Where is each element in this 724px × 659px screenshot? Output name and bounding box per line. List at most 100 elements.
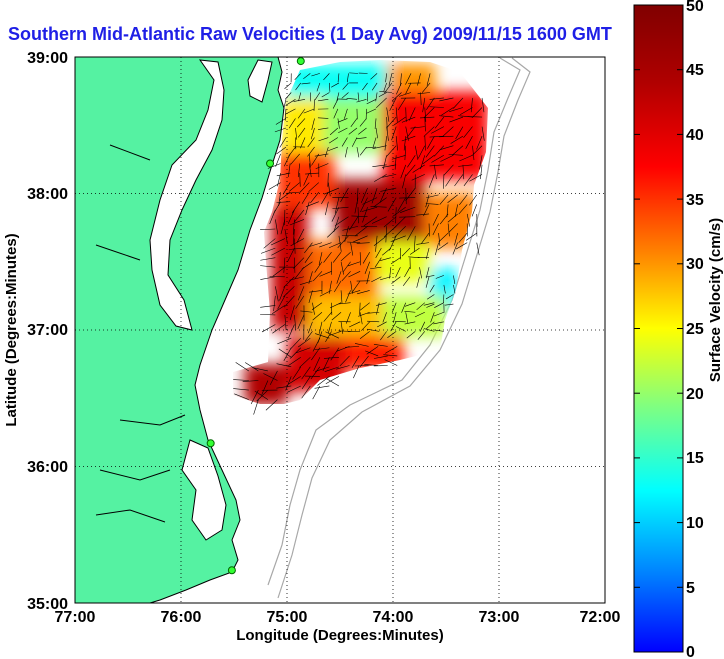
colorbar-tick-label: 35: [686, 192, 704, 209]
velocity-arrow: [311, 118, 315, 130]
velocity-arrow: [332, 99, 339, 109]
velocity-arrow: [452, 97, 464, 109]
radar-sites: [206, 57, 305, 575]
velocity-arrow: [423, 328, 435, 332]
velocity-arrow: [467, 116, 483, 118]
velocity-arrow: [447, 194, 458, 204]
velocity-arrow: [332, 252, 342, 263]
velocity-arrow: [362, 197, 378, 205]
velocity-arrow: [269, 209, 276, 225]
velocity-arrow: [416, 302, 425, 311]
velocity-arrow: [371, 216, 387, 224]
velocity-arrow: [279, 137, 287, 148]
velocity-arrow: [428, 174, 435, 188]
velocity-arrow: [321, 191, 329, 205]
velocity-arrow: [455, 126, 464, 140]
velocity-arrow: [252, 367, 268, 372]
velocity-arrow: [338, 235, 342, 252]
velocity-arrow: [459, 194, 468, 206]
velocity-arrow: [285, 92, 292, 100]
velocity-region: [271, 207, 309, 330]
velocity-arrow: [315, 163, 329, 170]
velocity-arrow: [294, 267, 305, 280]
velocity-arrow: [275, 153, 281, 167]
velocity-arrow: [434, 116, 445, 129]
velocity-arrow: [373, 235, 387, 247]
velocity-arrow: [301, 385, 311, 399]
velocity-arrow: [295, 295, 305, 309]
velocity-arrow: [438, 232, 449, 243]
velocity-arrow: [328, 242, 342, 249]
velocity-arrow: [391, 154, 406, 160]
velocity-arrow: [429, 164, 444, 167]
velocity-arrow: [301, 82, 311, 85]
velocity-arrow: [476, 136, 483, 150]
velocity-arrow: [386, 116, 397, 129]
velocity-arrow: [432, 223, 439, 236]
velocity-arrow: [405, 187, 416, 202]
y-tick-labels: 39:00 38:00 37:00 36:00 35:00: [27, 50, 68, 613]
velocity-arrow: [293, 228, 295, 245]
velocity-arrow: [393, 116, 406, 126]
radar-site-marker: [227, 566, 236, 575]
velocity-arrow: [284, 82, 292, 89]
velocity-arrow: [375, 247, 382, 259]
velocity-arrow: [372, 137, 377, 148]
velocity-arrow: [459, 155, 473, 162]
velocity-arrow: [386, 145, 397, 157]
velocity-arrow: [449, 116, 464, 123]
velocity-arrow: [318, 137, 329, 142]
velocity-arrow: [308, 271, 313, 284]
velocity-arrow: [345, 147, 348, 158]
velocity-arrow: [379, 91, 392, 93]
velocity-arrow: [340, 261, 344, 275]
velocity-arrow: [328, 182, 331, 197]
velocity-arrow: [359, 312, 363, 325]
velocity-arrow: [283, 99, 287, 111]
velocity-region: [334, 179, 425, 242]
velocity-arrow: [384, 136, 387, 151]
velocity-arrow: [422, 155, 435, 165]
velocity-arrow: [298, 337, 311, 348]
velocity-arrow: [333, 108, 339, 119]
velocity-arrow: [288, 163, 291, 178]
velocity-arrow: [426, 97, 435, 111]
velocity-arrow: [312, 385, 321, 400]
velocity-arrow: [359, 355, 369, 368]
velocity-arrow: [356, 242, 370, 244]
velocity-arrow: [294, 209, 305, 222]
velocity-arrow: [293, 257, 305, 269]
velocity-arrow: [405, 312, 409, 323]
velocity-arrow: [260, 228, 276, 231]
velocity-arrow: [338, 127, 348, 134]
velocity-arrow: [425, 267, 430, 279]
velocity-arrow: [375, 127, 378, 139]
velocity-arrow: [366, 99, 377, 105]
velocity-arrow: [400, 164, 407, 179]
velocity-arrow: [353, 365, 360, 379]
colorbar-tick-label: 0: [686, 644, 695, 659]
colorbar: 50 45 40 35 30 25 20 15 10 5 0 Surface V…: [633, 0, 724, 659]
velocity-arrow: [307, 137, 315, 148]
velocity-arrow: [388, 73, 393, 86]
velocity-arrow: [348, 127, 358, 135]
velocity-arrow: [390, 257, 401, 265]
velocity-arrow: [357, 92, 360, 102]
velocity-arrow: [439, 145, 454, 151]
velocity-arrow: [445, 294, 454, 300]
velocity-arrow: [261, 380, 269, 396]
velocity-arrow: [348, 216, 359, 231]
colorbar-tick-label: 45: [686, 62, 704, 79]
velocity-arrow: [284, 108, 287, 121]
velocity-arrow: [391, 276, 401, 284]
velocity-arrow: [319, 271, 332, 277]
colorbar-tick-label: 25: [686, 321, 704, 338]
velocity-arrow: [445, 174, 454, 187]
velocity-arrow: [361, 321, 370, 331]
velocity-arrow: [392, 312, 397, 323]
velocity-arrow: [407, 226, 416, 241]
velocity-arrow: [408, 107, 416, 121]
velocity-arrow: [421, 232, 430, 244]
velocity-arrow: [297, 314, 305, 330]
velocity-arrow: [440, 155, 454, 162]
